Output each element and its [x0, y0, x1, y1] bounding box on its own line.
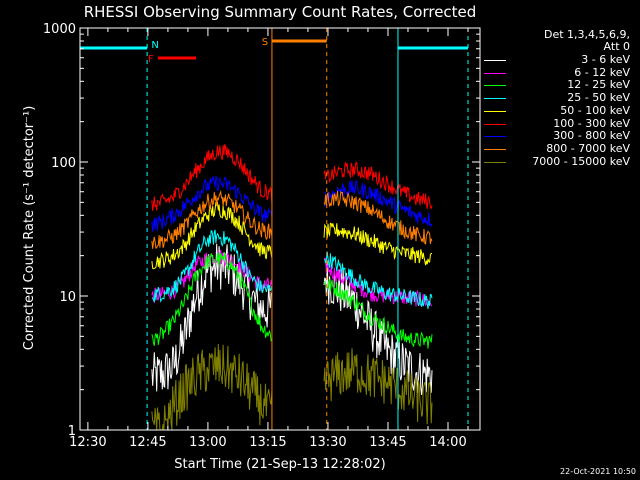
series-trace — [151, 243, 273, 392]
legend-swatch — [484, 72, 506, 74]
legend-item: 300 - 800 keV — [482, 129, 630, 143]
legend-item: 3 - 6 keV — [482, 53, 630, 67]
series-trace — [323, 180, 433, 227]
series-trace — [323, 161, 433, 210]
series-trace — [151, 229, 273, 303]
series-trace — [323, 251, 433, 309]
flag-label-S: S — [262, 37, 268, 48]
plot-frame — [79, 27, 481, 431]
legend-header: Det 1,3,4,5,6,9, — [482, 28, 630, 42]
legend-item: 7000 - 15000 keV — [482, 155, 630, 169]
series-trace — [151, 251, 273, 346]
legend-item: 6 - 12 keV — [482, 66, 630, 80]
legend-swatch — [484, 98, 506, 100]
legend-label: 300 - 800 keV — [553, 129, 630, 143]
y-axis-label: Corrected Count Rate (s⁻¹ detector⁻¹) — [22, 106, 37, 351]
series-layer — [151, 144, 433, 431]
legend-label: Det 1,3,4,5,6,9, — [543, 28, 630, 41]
flags-layer: NF S — [80, 28, 469, 430]
legend-label: Att 0 — [603, 40, 630, 53]
x-tick-label: 13:30 — [309, 435, 346, 450]
y-tick-label: 1000 — [43, 22, 76, 37]
x-axis-label: Start Time (21-Sep-13 12:28:02) — [174, 457, 385, 472]
legend-label: 7000 - 15000 keV — [532, 154, 630, 168]
legend-swatch — [484, 123, 506, 125]
legend-swatch — [484, 148, 506, 150]
legend-label: 12 - 25 keV — [567, 78, 630, 92]
y-tick-label: 10 — [59, 290, 76, 305]
footer-date: 22-Oct-2021 10:50 — [560, 467, 636, 476]
series-25-50-keV — [151, 229, 433, 309]
series-trace — [323, 260, 433, 396]
series-trace — [151, 144, 273, 211]
series-trace — [151, 190, 273, 249]
legend-item: 25 - 50 keV — [482, 91, 630, 105]
x-tick-label: 13:15 — [249, 435, 286, 450]
y-tick-label: 100 — [51, 156, 76, 171]
x-tick-label: 12:30 — [69, 435, 106, 450]
y-tick-label: 1 — [68, 424, 76, 439]
chart-title: RHESSI Observing Summary Count Rates, Co… — [84, 3, 477, 21]
legend-swatch — [484, 136, 506, 138]
series-300-800-keV — [151, 175, 433, 232]
legend-swatch — [484, 161, 506, 163]
legend-swatch — [484, 85, 506, 87]
legend-label: 800 - 7000 keV — [546, 141, 630, 155]
x-tick-label: 14:00 — [429, 435, 466, 450]
flag-label-N: N — [151, 40, 158, 51]
legend-label: 3 - 6 keV — [581, 53, 630, 66]
series-trace — [151, 175, 273, 232]
series-50-100-keV — [151, 201, 433, 270]
x-tick-label: 13:45 — [369, 435, 406, 450]
legend-item: 50 - 100 keV — [482, 104, 630, 118]
series-trace — [323, 222, 433, 266]
legend-label: 50 - 100 keV — [560, 103, 630, 117]
series-3-6-keV — [151, 243, 433, 396]
series-trace — [323, 190, 433, 245]
series-100-300-keV — [151, 144, 433, 211]
x-tick-label: 12:45 — [129, 435, 166, 450]
series-800-7000-keV — [151, 190, 433, 249]
flag-label-F: F — [148, 54, 154, 65]
series-trace — [151, 201, 273, 270]
legend-label: 6 - 12 keV — [574, 65, 630, 79]
series-trace — [323, 348, 433, 425]
legend-swatch — [484, 60, 506, 61]
legend-swatch — [484, 110, 506, 112]
legend-item: 100 - 300 keV — [482, 117, 630, 131]
legend-item: 12 - 25 keV — [482, 78, 630, 92]
axes-layer: 12:30 12:45 13:00 13:15 13:30 13:45 14:00 1 10 10… — [43, 22, 481, 450]
legend-header: Att 0 — [482, 40, 630, 54]
legend-label: 100 - 300 keV — [553, 116, 630, 130]
series-12-25-keV — [151, 251, 433, 349]
series-trace — [323, 279, 433, 349]
legend-item: 800 - 7000 keV — [482, 142, 630, 156]
legend-label: 25 - 50 keV — [567, 91, 630, 105]
x-tick-label: 13:00 — [189, 435, 226, 450]
